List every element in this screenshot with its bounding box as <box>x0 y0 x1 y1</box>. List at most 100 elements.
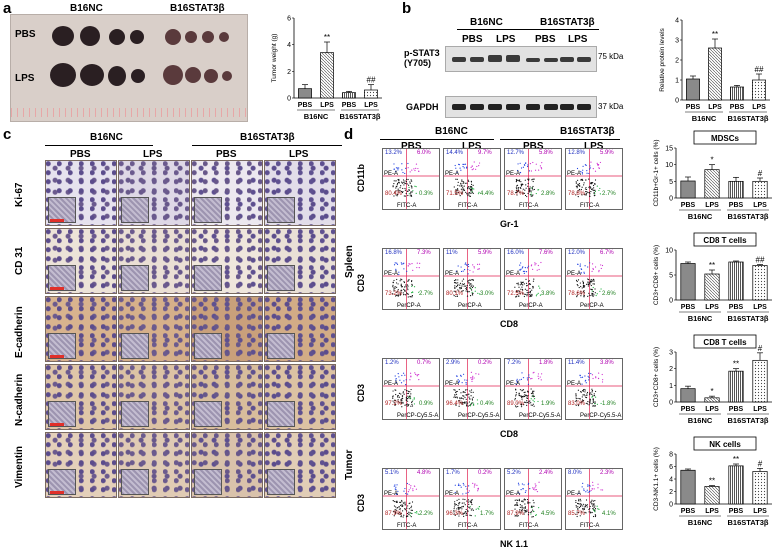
quadrant-percent: 1.8% <box>602 401 616 407</box>
group-label: B16STAT3β <box>340 112 381 121</box>
ihc-image <box>118 228 190 294</box>
ihc-image <box>118 296 190 362</box>
flow-axis-y: PE-A <box>384 491 399 497</box>
quadrant-percent: 14.4% <box>446 150 464 156</box>
bar <box>708 47 722 101</box>
quadrant-percent: 11% <box>446 250 458 256</box>
category-label: LPS <box>708 104 722 111</box>
quadrant-percent: 87.9% <box>385 511 403 517</box>
quadrant-percent: 78.8% <box>568 191 586 197</box>
group-label: B16NC <box>688 416 713 425</box>
panel-d-group-stat: B16STAT3β <box>560 126 615 137</box>
flow-plot: 11% 5.9% 80.1% 3.0% PerCP-A PE-A <box>443 248 501 310</box>
quadrant-percent: 6.0% <box>417 150 431 156</box>
group-label: B16STAT3β <box>728 114 769 123</box>
panel-b-group-nc: B16NC <box>470 17 503 28</box>
bar <box>730 86 744 101</box>
significance-mark: * <box>710 156 713 165</box>
panel-d-line-stat <box>500 139 620 140</box>
quadrant-percent: 4.5% <box>541 511 555 517</box>
quadrant-percent: 0.9% <box>419 401 433 407</box>
bar <box>752 265 768 301</box>
panel-a-group-stat: B16STAT3β <box>170 3 225 14</box>
flow-axis-x: PerCP-Cy5.5-A <box>580 413 622 419</box>
quadrant-percent: 83.0% <box>568 401 586 407</box>
quadrant-percent: 5.2% <box>507 470 521 476</box>
kda-75: 75 kDa <box>598 52 624 61</box>
flow-axis-y: PE-A <box>567 381 582 387</box>
y-tick-label: 3 <box>675 38 679 45</box>
ihc-inset <box>121 197 149 223</box>
blot-lane-4: LPS <box>568 34 588 45</box>
y-tick-label: 0 <box>669 196 673 203</box>
ihc-inset <box>121 265 149 291</box>
category-label: LPS <box>705 508 719 515</box>
bar <box>680 388 696 403</box>
quadrant-percent: 8.0% <box>568 470 582 476</box>
category-label: LPS <box>705 202 719 209</box>
y-tick-label: 2 <box>675 58 679 65</box>
quadrant-percent: 5.1% <box>385 470 399 476</box>
category-label: LPS <box>753 406 767 413</box>
quadrant-percent: 0.7% <box>417 360 431 366</box>
tumor-photo: PBS LPS <box>10 14 248 122</box>
kda-37: 37 kDa <box>598 102 624 111</box>
bar <box>704 169 720 199</box>
y-axis-title: CD11b+Gr-1+ cells (%) <box>653 139 660 206</box>
category-label: LPS <box>752 104 766 111</box>
category-label: LPS <box>753 508 767 515</box>
y-tick-label: 4 <box>287 42 291 49</box>
quadrant-percent: 4.8% <box>417 470 431 476</box>
flow-axis-x: FITC-A <box>458 203 478 209</box>
ihc-image <box>45 364 117 430</box>
quadrant-percent: 1.8% <box>539 360 553 366</box>
flow-plot: 13.2% 6.0% 80.4% 0.3% FITC-A PE-A <box>382 148 440 210</box>
flow-axis-y: PE-A <box>506 381 521 387</box>
quadrant-percent: 7.6% <box>539 250 553 256</box>
flow-axis-y: PE-A <box>384 381 399 387</box>
quadrant-percent: 3.8% <box>600 360 614 366</box>
category-label: LPS <box>705 406 719 413</box>
chart-title: NK cells <box>709 440 741 449</box>
quadrant-percent: 2.3% <box>600 470 614 476</box>
ihc-image <box>191 160 263 226</box>
chart-title: MDSCs <box>711 134 740 143</box>
quadrant-percent: 0.2% <box>478 360 492 366</box>
y-tick-label: 3 <box>669 350 673 357</box>
bar <box>680 263 696 301</box>
flow-axis-x: PerCP-Cy5.5-A <box>519 413 561 419</box>
flow-col-1: PBS <box>401 141 422 152</box>
y-tick-label: 4 <box>669 477 673 484</box>
bar <box>298 88 312 99</box>
panel-b-group-stat: B16STAT3β <box>540 17 595 28</box>
flow-ylabel: CD3 <box>356 273 366 292</box>
quadrant-percent: 2.7% <box>602 191 616 197</box>
bar <box>686 78 700 101</box>
ihc-inset <box>267 333 295 359</box>
significance-mark: * <box>710 387 713 396</box>
scale-bar <box>50 355 64 358</box>
category-label: PBS <box>729 508 744 515</box>
y-tick-label: 15 <box>665 146 673 153</box>
flow-plot: 12.7% 5.8% 78.7% 2.8% FITC-A PE-A <box>504 148 562 210</box>
ihc-inset <box>121 401 149 427</box>
ihc-inset <box>48 265 76 291</box>
flow-plot: 7.2% 1.8% 89.0% 1.9% PerCP-Cy5.5-A PE-A <box>504 358 562 420</box>
quadrant-percent: 5.8% <box>539 150 553 156</box>
category-label: PBS <box>730 104 745 111</box>
blot-label-pstat3: p-STAT3 (Y705) <box>404 48 440 68</box>
ihc-col-1: PBS <box>70 149 91 160</box>
flow-axis-x: FITC-A <box>519 203 539 209</box>
group-label: B16NC <box>692 114 717 123</box>
flow-plot: 5.1% 4.8% 87.9% 2.2% FITC-A PE-A <box>382 468 440 530</box>
flow-axis-y: PE-A <box>445 171 460 177</box>
blot-lane-2: LPS <box>496 34 516 45</box>
quadrant-percent: 2.8% <box>541 191 555 197</box>
scale-bar <box>50 287 64 290</box>
blot-lane-1: PBS <box>462 34 483 45</box>
ihc-inset <box>121 469 149 495</box>
ihc-image <box>118 364 190 430</box>
ihc-inset <box>48 401 76 427</box>
quadrant-percent: 1.7% <box>446 470 460 476</box>
chart-title-box <box>693 232 757 247</box>
